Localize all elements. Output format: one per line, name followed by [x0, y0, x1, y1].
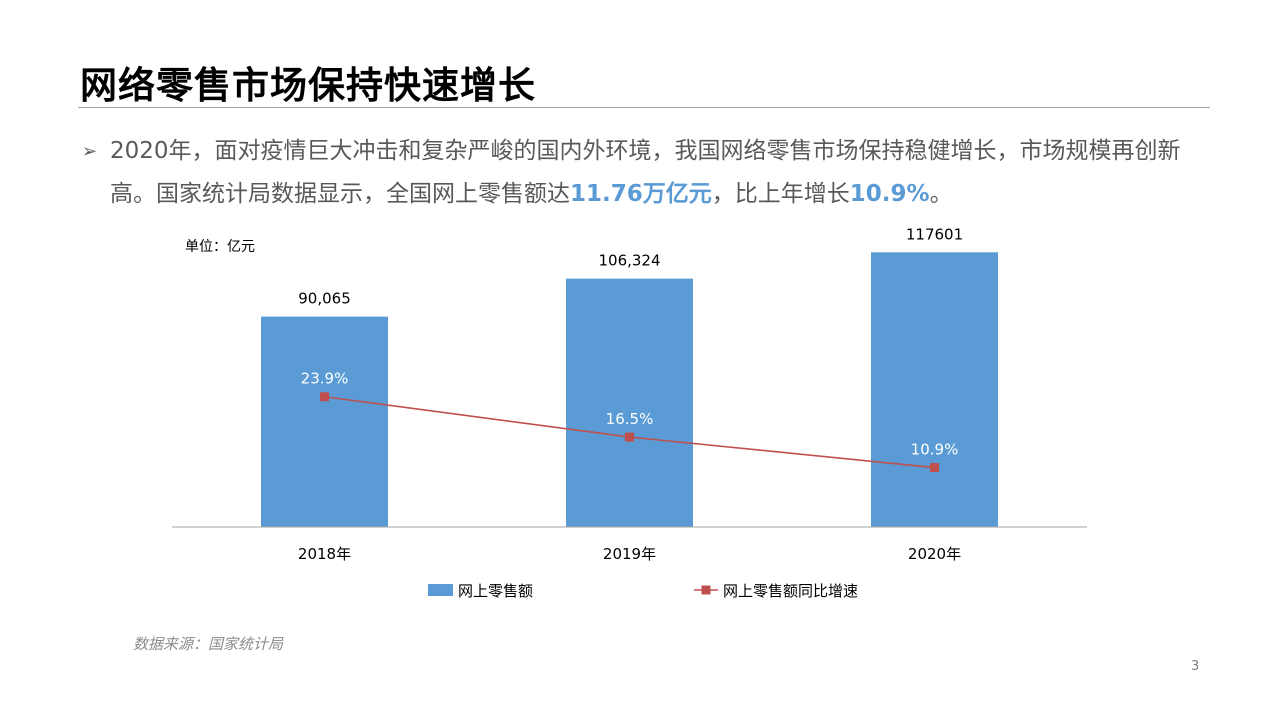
data-source-note: 数据来源：国家统计局	[133, 635, 284, 653]
bar-1	[566, 278, 693, 527]
growth-point-0	[320, 392, 329, 402]
growth-point-1	[625, 432, 634, 442]
summary-text-middle: ，比上年增长	[711, 181, 850, 207]
growth-label-2: 10.9%	[911, 441, 959, 459]
summary-text-intro: 2020年，面对疫情巨大冲击和复杂严峻的国内外环境，我国网络零售市场保持稳健增长…	[110, 138, 1181, 207]
legend-bar-label: 网上零售额	[458, 582, 533, 600]
summary-bullet: ➢ 2020年，面对疫情巨大冲击和复杂严峻的国内外环境，我国网络零售市场保持稳健…	[82, 130, 1202, 216]
growth-label-0: 23.9%	[301, 370, 349, 388]
bar-2	[871, 252, 998, 527]
chart-unit-label: 单位：亿元	[185, 239, 255, 255]
growth-label-1: 16.5%	[606, 410, 654, 428]
page-number: 3	[1191, 659, 1200, 674]
slide-title: 网络零售市场保持快速增长	[80, 64, 536, 107]
bullet-arrow-icon: ➢	[82, 141, 98, 162]
highlight-growth: 10.9%	[849, 181, 930, 207]
title-divider	[78, 107, 1210, 108]
x-tick-label-0: 2018年	[298, 545, 351, 563]
highlight-amount: 11.76万亿元	[570, 181, 712, 207]
bar-0	[261, 316, 388, 527]
summary-text: 2020年，面对疫情巨大冲击和复杂严峻的国内外环境，我国网络零售市场保持稳健增长…	[110, 130, 1202, 216]
growth-point-2	[930, 463, 939, 473]
bar-label-2: 117601	[906, 225, 963, 243]
bar-label-0: 90,065	[298, 290, 351, 308]
x-tick-label-2: 2020年	[908, 545, 961, 563]
legend-line-label: 网上零售额同比增速	[723, 582, 858, 600]
x-tick-label-1: 2019年	[603, 545, 656, 563]
summary-text-end: 。	[929, 181, 953, 207]
bar-label-1: 106,324	[598, 252, 660, 270]
legend-line-marker	[701, 585, 711, 595]
legend-bar-swatch	[428, 584, 453, 596]
